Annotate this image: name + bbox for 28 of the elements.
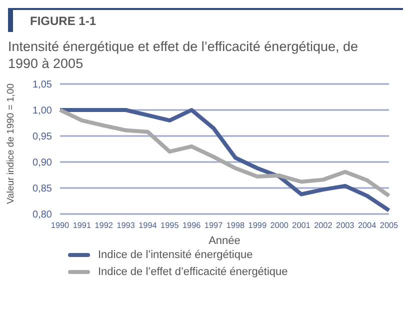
y-tick-label: 0,85: [32, 184, 52, 195]
y-tick-label: 0,90: [32, 158, 52, 169]
x-tick-label: 2003: [336, 220, 355, 230]
x-tick-label: 2001: [292, 220, 311, 230]
y-tick-label: 1,05: [32, 80, 52, 91]
x-tick-label: 2005: [380, 220, 399, 230]
y-tick-label: 0,80: [32, 210, 52, 221]
x-axis-title: Année: [208, 235, 240, 247]
caption: FIGURE 1-1: [29, 13, 98, 28]
y-tick-label: 1,00: [32, 106, 52, 117]
x-tick-label: 1990: [50, 220, 70, 230]
legend-label: Indice de l’intensité énergétique: [98, 248, 253, 260]
x-tick-label: 1991: [72, 220, 92, 230]
x-tick-label: 1995: [160, 220, 180, 230]
x-tick-label: 2004: [358, 220, 377, 230]
x-tick-label: 1997: [204, 220, 224, 230]
x-tick-label: 1992: [94, 220, 114, 230]
legend-label: Indice de l’effet d’efficacité énergétique: [98, 266, 288, 278]
x-tick-label: 1993: [116, 220, 136, 230]
x-tick-label: 2000: [270, 220, 289, 230]
chart-title: Intensité énergétique et effet de l’efficacité énergétique, de 1990 à 2005: [8, 38, 360, 72]
x-tick-label: 1998: [226, 220, 246, 230]
y-axis-title: Valeur indice de 1990 = 1,00: [5, 83, 16, 204]
x-tick-label: 1996: [182, 220, 202, 230]
x-tick-label: 1994: [138, 220, 158, 230]
y-tick-label: 0,95: [32, 132, 52, 143]
x-tick-label: 2002: [314, 220, 333, 230]
x-tick-label: 1999: [248, 220, 267, 230]
